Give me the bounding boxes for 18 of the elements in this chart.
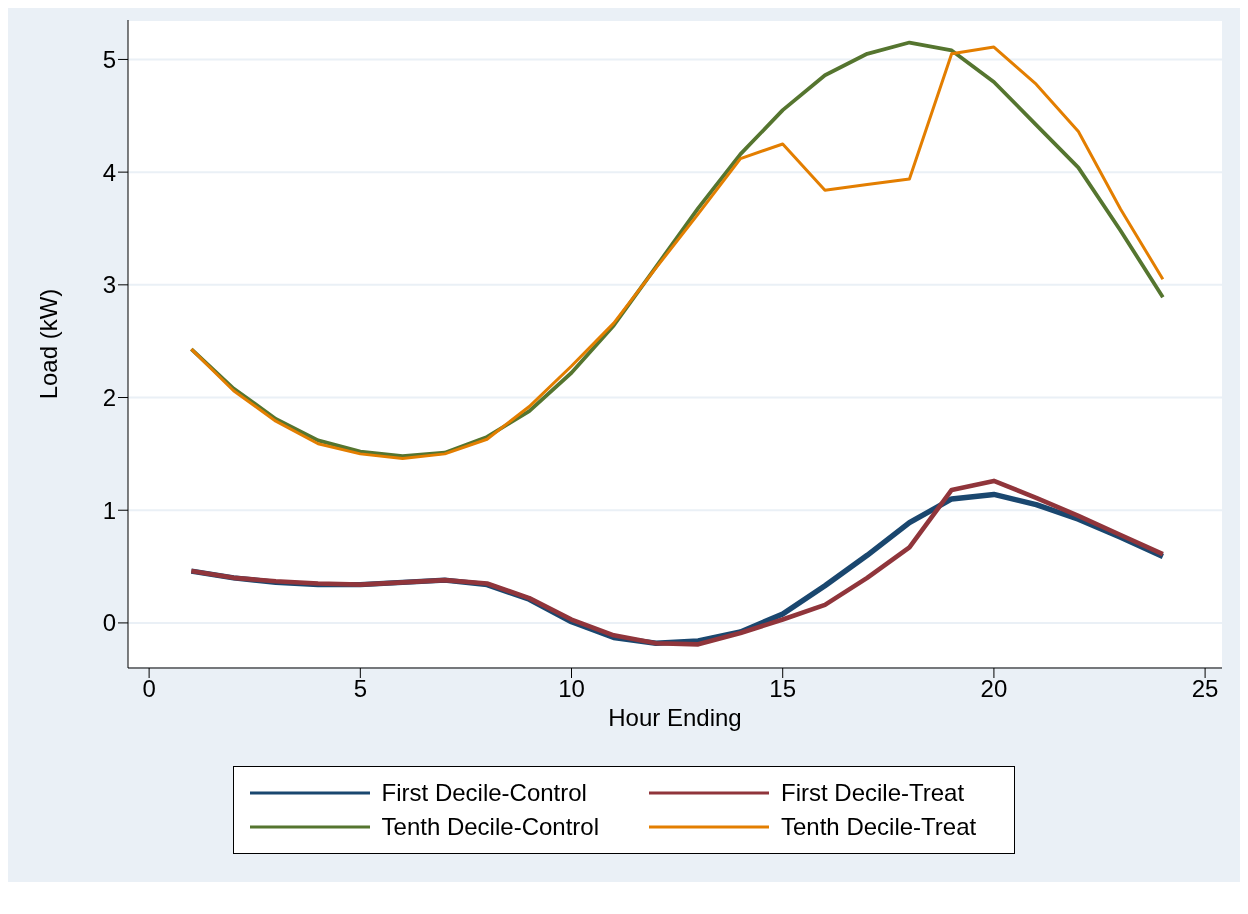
y-axis-title: Load (kW): [34, 288, 62, 400]
y-tick-label: 2: [102, 384, 116, 412]
x-axis-title: Hour Ending: [608, 704, 742, 731]
x-tick-label: 25: [1191, 675, 1219, 703]
x-tick-label: 0: [142, 675, 156, 703]
legend-label: First Decile-Treat: [781, 779, 965, 807]
y-tick-label: 4: [102, 158, 116, 186]
x-tick-label: 5: [353, 675, 367, 703]
y-tick-label: 3: [102, 271, 116, 299]
y-tick-label: 1: [102, 496, 116, 524]
x-tick-label: 20: [980, 675, 1008, 703]
y-tick-label: 0: [102, 609, 116, 637]
legend-label: Tenth Decile-Treat: [781, 813, 977, 841]
legend-label: Tenth Decile-Control: [381, 813, 599, 841]
x-tick-label: 15: [769, 675, 797, 703]
y-tick-label: 5: [102, 45, 116, 73]
x-tick-label: 10: [558, 675, 585, 703]
legend-label: First Decile-Control: [381, 779, 587, 807]
